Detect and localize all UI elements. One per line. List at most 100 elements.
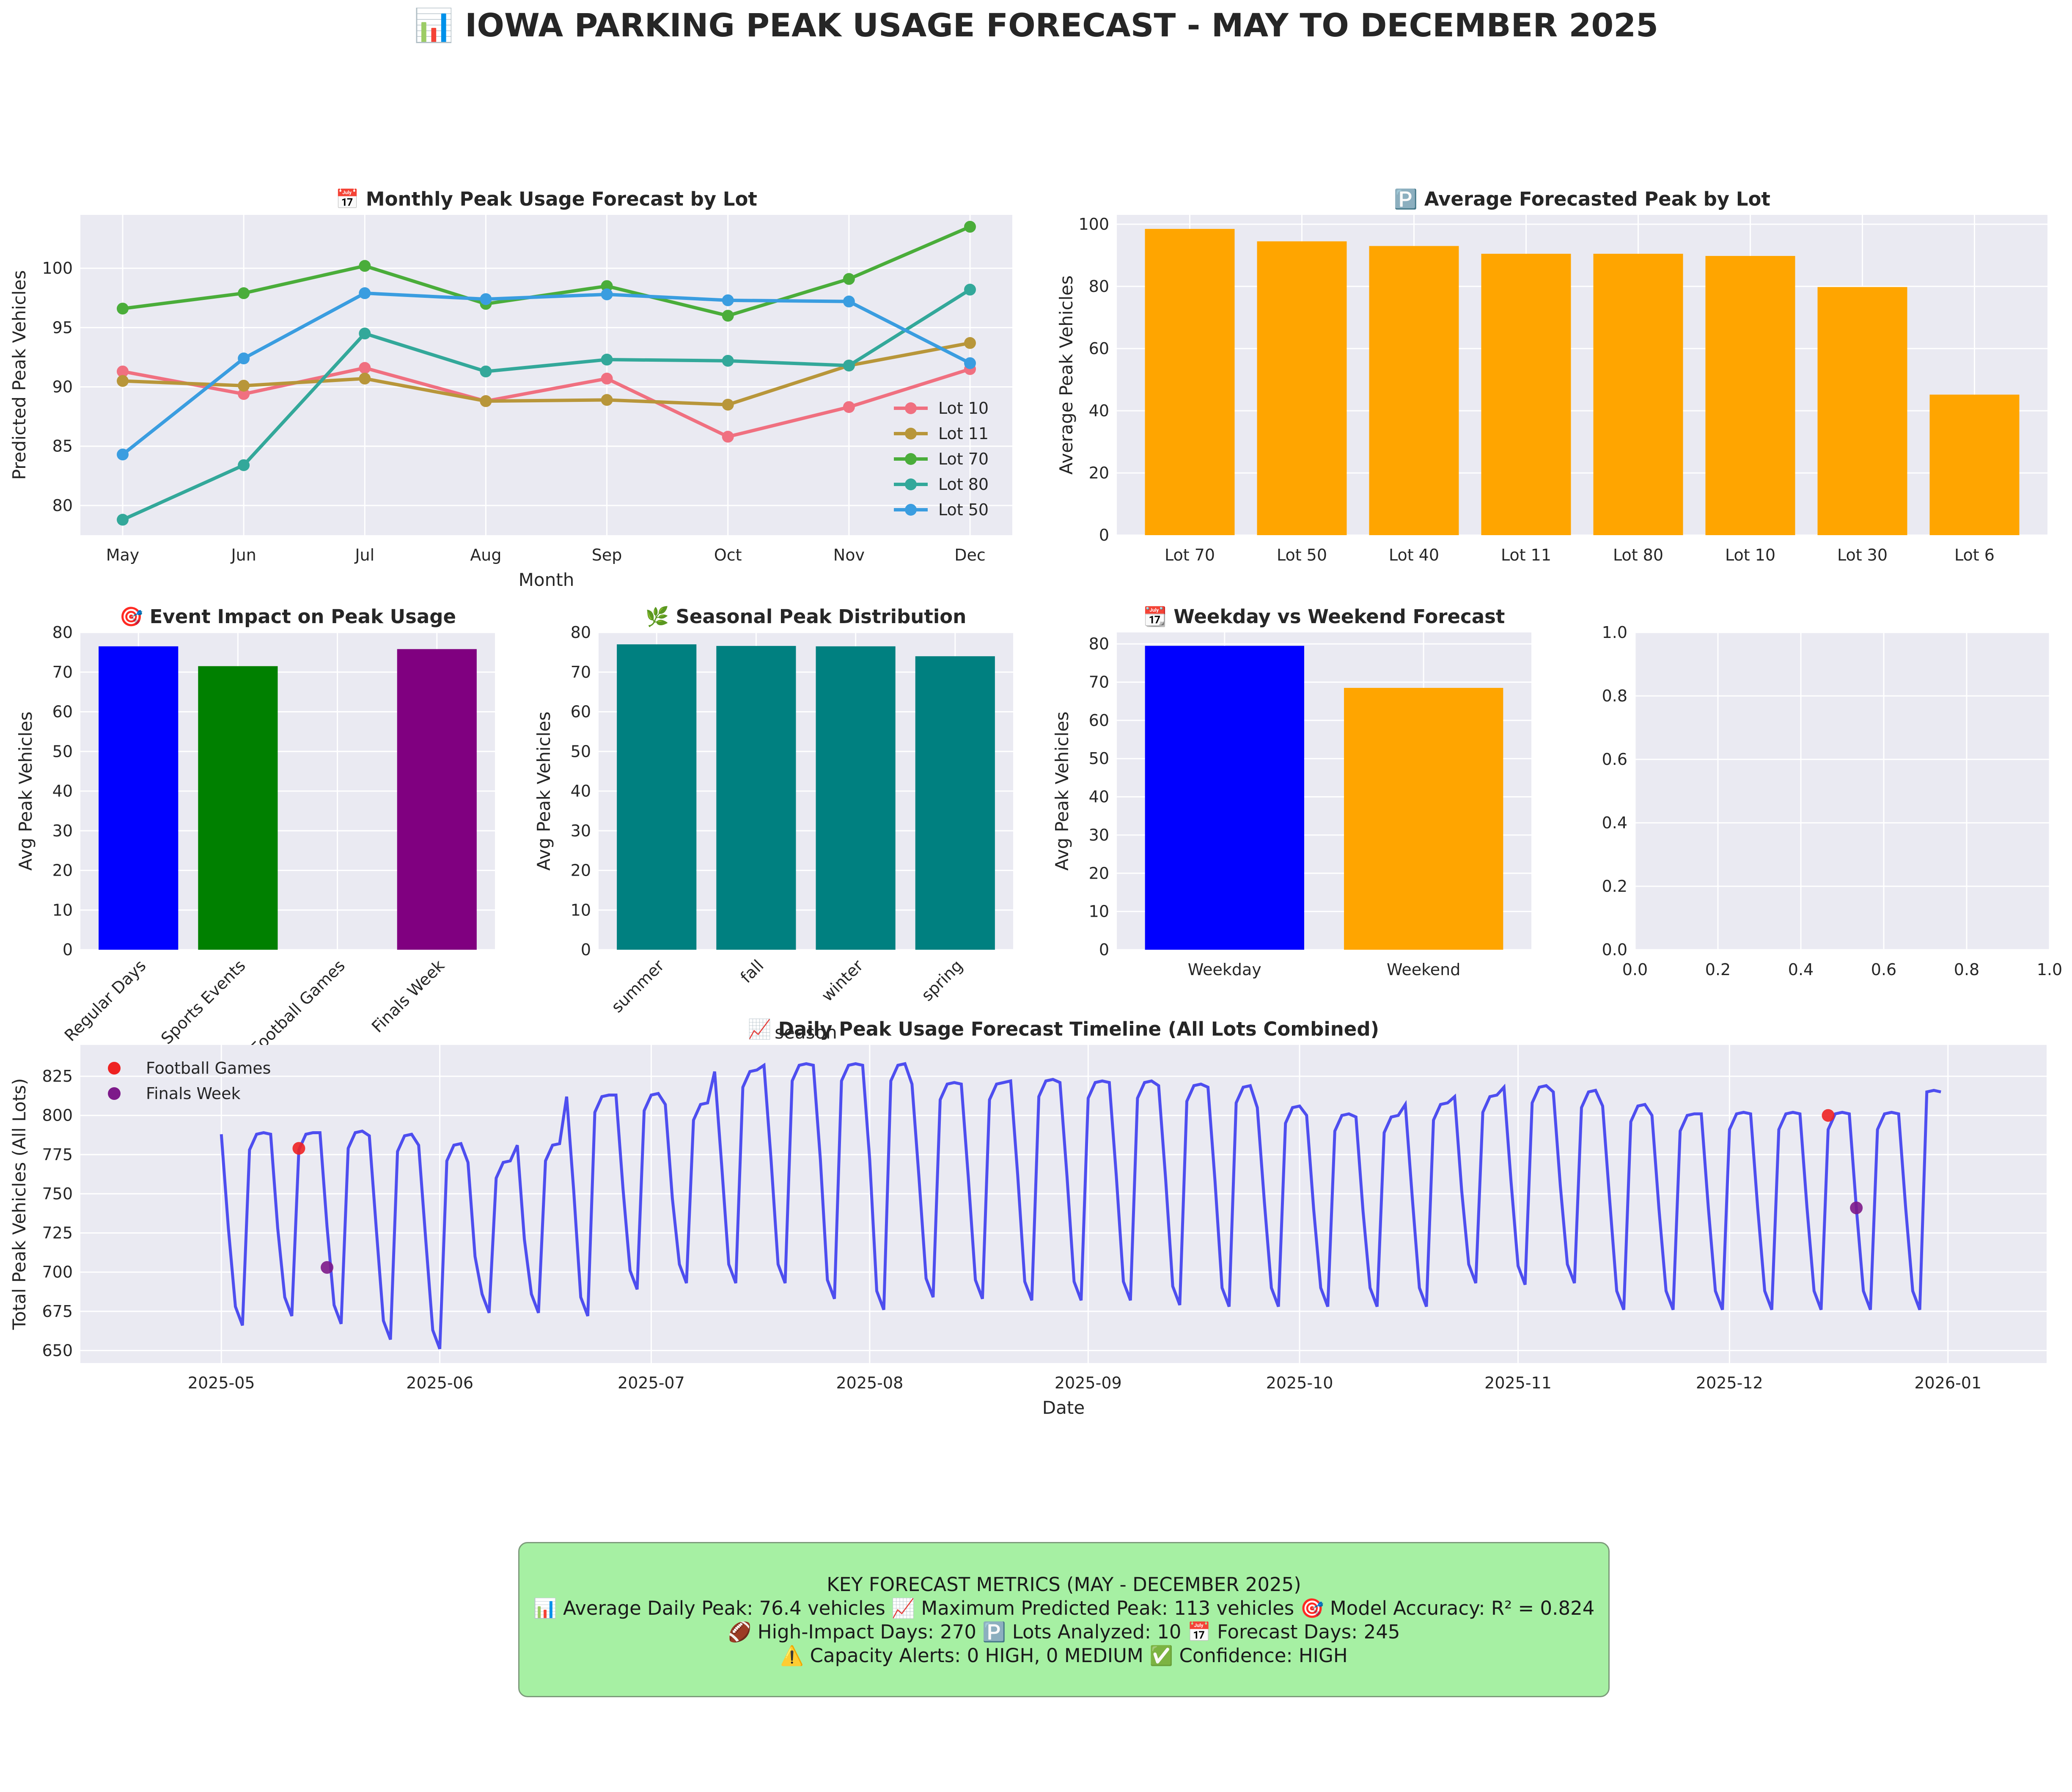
empty-chart: 0.0 0.2 0.4 0.6 0.8 1.0 0.0 0.2 0.4 0.6 0.8 1.0 — [1602, 623, 2063, 979]
weekday-weekend-chart-ylabel: Avg Peak Vehicles — [1052, 712, 1072, 871]
timeline-xtick-label: 2025-05 — [188, 1374, 255, 1392]
timeline-title: 📈 Daily Peak Usage Forecast Timeline (Al… — [748, 1018, 1379, 1040]
empty-chart-background — [1635, 632, 2050, 950]
event-impact-chart-ytick-label: 20 — [52, 861, 73, 880]
series-point — [964, 357, 976, 369]
monthly-ytick-label: 100 — [42, 259, 73, 278]
metrics-line-1: 📊 Average Daily Peak: 76.4 vehicles 📈 Ma… — [533, 1597, 1595, 1619]
avglot-xtick-label: Lot 50 — [1277, 546, 1327, 564]
legend-label: Lot 80 — [938, 475, 989, 494]
legend-marker — [905, 428, 917, 440]
series-line-lot-80 — [122, 288, 971, 522]
weekday-weekend-chart-ytick-label: 70 — [1089, 673, 1109, 691]
event-impact-chart-ytick-label: 70 — [52, 663, 73, 682]
timeline-xtick-label: 2025-06 — [406, 1374, 473, 1392]
monthly-chart-title: 📅 Monthly Peak Usage Forecast by Lot — [335, 188, 757, 210]
legend-marker — [108, 1062, 121, 1075]
series-point — [238, 459, 250, 471]
timeline-ytick-label: 725 — [42, 1224, 73, 1242]
avglot-ytick-label: 0 — [1099, 526, 1109, 544]
bar-lot-30 — [1817, 287, 1907, 535]
avglot-xtick-label: Lot 6 — [1954, 546, 1995, 564]
empty-xtick-label: 0.6 — [1871, 960, 1896, 979]
weekday-weekend-chart-ytick-label: 40 — [1089, 788, 1109, 806]
bar-fall — [716, 646, 796, 950]
marker-finals-week — [1850, 1201, 1863, 1215]
series-point — [722, 399, 734, 411]
series-point — [117, 514, 129, 526]
timeline-ylabel: Total Peak Vehicles (All Lots) — [9, 1078, 30, 1330]
monthly-xtick-label: Dec — [954, 546, 986, 564]
weekday-weekend-chart-xtick-label: Weekday — [1188, 960, 1261, 979]
bar-lot-70 — [1145, 229, 1235, 535]
empty-xtick-label: 0.4 — [1788, 960, 1814, 979]
series-line-lot-11 — [122, 341, 970, 407]
timeline-xtick-label: 2025-12 — [1696, 1374, 1763, 1392]
empty-ytick-label: 0.4 — [1602, 814, 1627, 832]
seasonal-chart-ytick-label: 30 — [571, 822, 591, 840]
empty-ytick-label: 0.8 — [1602, 687, 1627, 705]
bar-weekday — [1145, 646, 1304, 950]
legend-marker — [905, 504, 917, 516]
event-impact-chart-ytick-label: 0 — [63, 940, 73, 959]
timeline-xtick-label: 2025-10 — [1266, 1374, 1333, 1392]
monthly-xtick-label: Jun — [230, 546, 256, 564]
legend-label: Finals Week — [146, 1084, 241, 1103]
weekday-weekend-chart: 0 10 20 30 40 50 60 70 80 Weekday Weekend 📆 Weekday… — [1052, 605, 1531, 979]
monthly-xtick-label: Jul — [354, 546, 374, 564]
series-point — [359, 260, 371, 272]
series-line-lot-10 — [122, 366, 971, 439]
monthly-ytick-label: 90 — [52, 378, 73, 396]
bar-lot-10 — [1705, 256, 1795, 535]
legend-label: Lot 50 — [938, 500, 989, 519]
series-point — [843, 273, 855, 285]
avg-by-lot-chart: 0 20 40 60 80 100 Lot 70 Lot 50 Lot 40 Lot 11 Lot … — [1056, 188, 2047, 564]
bar-finals-week — [397, 649, 477, 950]
bar-lot-11 — [1481, 253, 1571, 535]
metrics-line-3: ⚠️ Capacity Alerts: 0 HIGH, 0 MEDIUM ✅ C… — [780, 1644, 1348, 1667]
key-metrics-box: KEY FORECAST METRICS (MAY - DECEMBER 202… — [518, 1542, 1610, 1697]
series-point — [359, 327, 371, 340]
event-impact-chart-ytick-label: 40 — [52, 782, 73, 800]
metrics-heading: KEY FORECAST METRICS (MAY - DECEMBER 202… — [827, 1573, 1301, 1596]
seasonal-chart-ytick-label: 50 — [571, 742, 591, 761]
timeline-chart: 650 675 700 725 750 775 800 825 2025-05 2025-06 20… — [9, 1018, 2047, 1418]
avglot-ytick-label: 40 — [1089, 401, 1109, 420]
metrics-line-2: 🏈 High-Impact Days: 270 🅿️ Lots Analyzed… — [728, 1621, 1400, 1643]
avglot-xtick-label: Lot 40 — [1389, 546, 1439, 564]
timeline-xtick-label: 2025-11 — [1484, 1374, 1552, 1392]
series-point — [117, 366, 129, 378]
bar-winter — [816, 646, 896, 950]
series-point — [964, 221, 976, 233]
avglot-xtick-label: Lot 10 — [1725, 546, 1775, 564]
timeline-xtick-label: 2025-08 — [836, 1374, 903, 1392]
series-point — [238, 352, 250, 365]
series-point — [601, 280, 613, 292]
marker-football-games — [292, 1142, 305, 1155]
event-impact-chart-xtick-label: Regular Days — [61, 956, 150, 1045]
event-impact-chart: 0 10 20 30 40 50 60 70 80 Regular Days Sports Even… — [15, 605, 495, 1058]
avg-by-lot-title: 🅿️ Average Forecasted Peak by Lot — [1394, 188, 1770, 210]
monthly-xtick-label: Sep — [592, 546, 622, 564]
seasonal-chart-xtick-label: winter — [818, 956, 867, 1005]
bar-spring — [915, 656, 995, 950]
avglot-ytick-label: 60 — [1089, 339, 1109, 358]
seasonal-chart-ytick-label: 80 — [571, 623, 591, 642]
legend-marker — [108, 1087, 121, 1100]
legend-label: Football Games — [146, 1059, 271, 1077]
legend-marker — [905, 478, 917, 490]
timeline-ytick-label: 750 — [42, 1185, 73, 1203]
series-point — [722, 355, 734, 367]
bar-regular-days — [99, 646, 179, 950]
monthly-xtick-label: Oct — [714, 546, 742, 564]
seasonal-chart-ytick-label: 70 — [571, 663, 591, 682]
monthly-ytick-label: 80 — [52, 496, 73, 515]
seasonal-chart-ytick-label: 20 — [571, 861, 591, 880]
seasonal-chart-title: 🌿 Seasonal Peak Distribution — [646, 605, 966, 628]
seasonal-chart-xtick-label: fall — [737, 956, 767, 987]
avglot-xtick-label: Lot 30 — [1837, 546, 1888, 564]
empty-xtick-label: 0.2 — [1705, 960, 1731, 979]
timeline-chart-background — [80, 1045, 2047, 1363]
avg-by-lot-ylabel: Average Peak Vehicles — [1056, 275, 1077, 475]
weekday-weekend-chart-title: 📆 Weekday vs Weekend Forecast — [1143, 605, 1505, 628]
